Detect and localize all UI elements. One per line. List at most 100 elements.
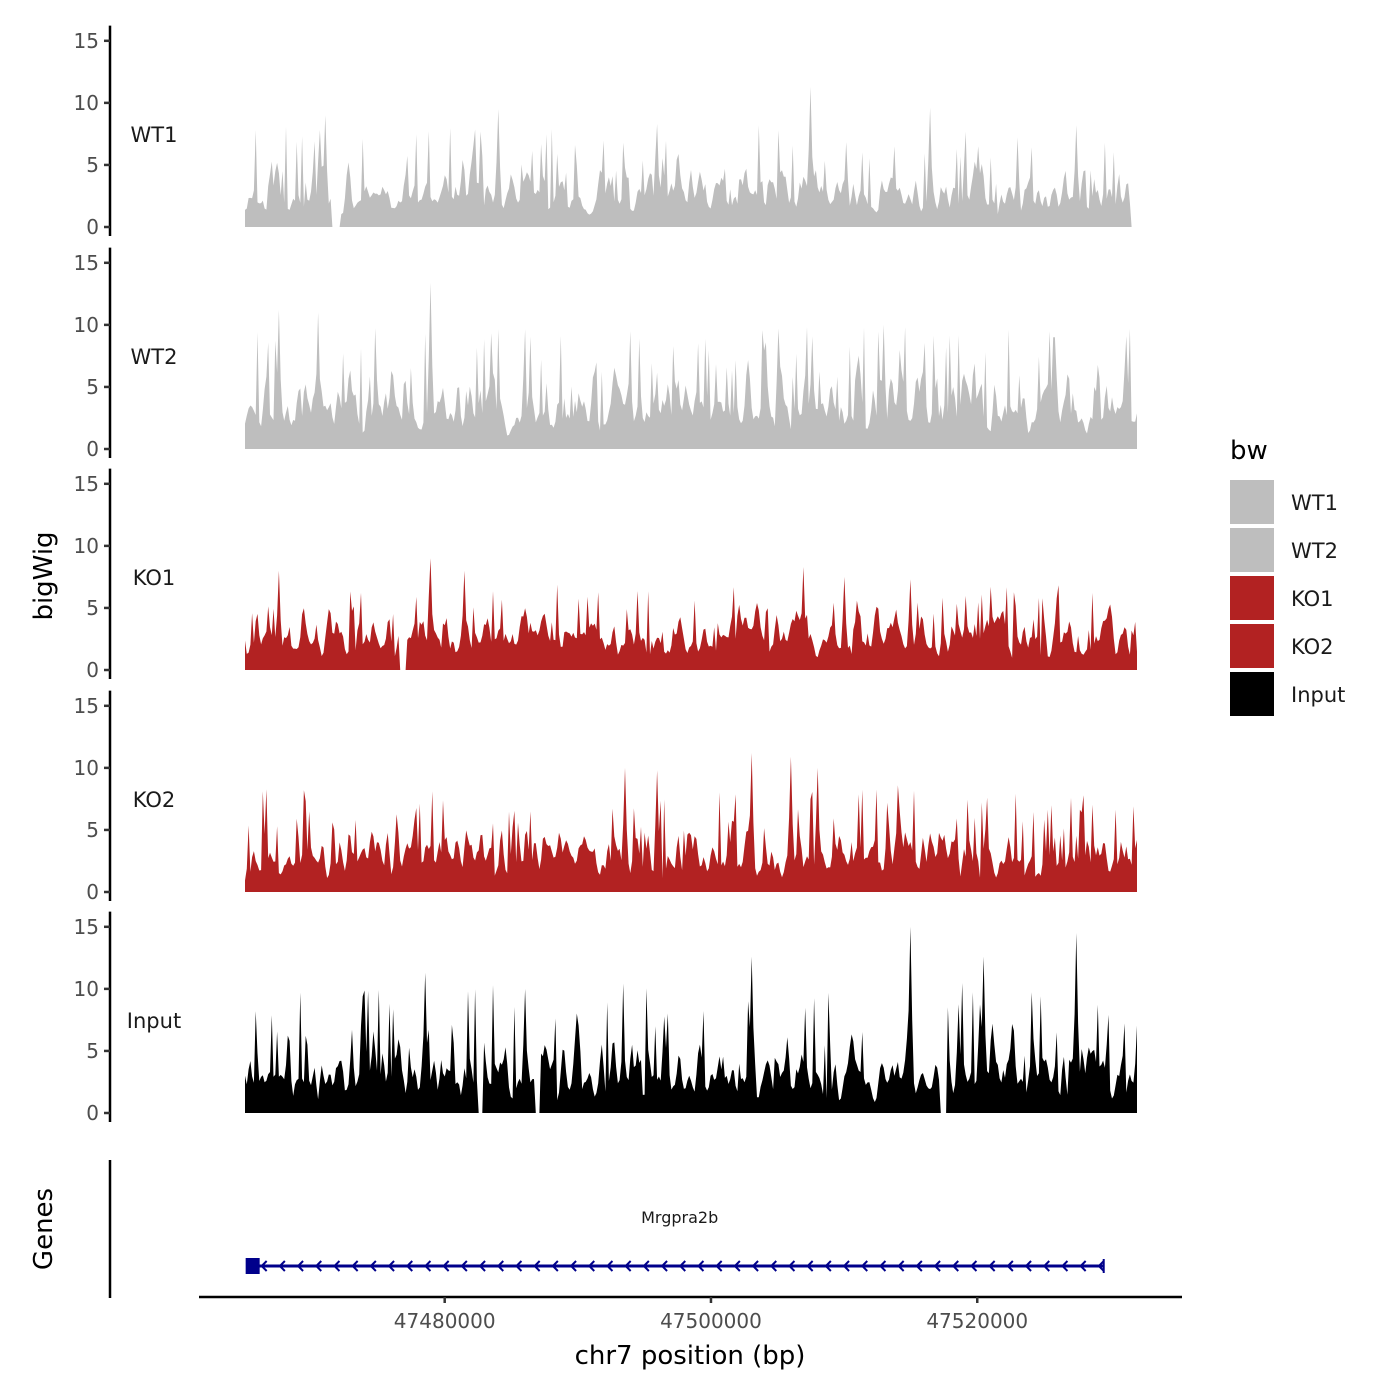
y-tick-label: 10: [74, 756, 99, 780]
legend-label: WT2: [1291, 539, 1338, 563]
legend-swatch: [1230, 480, 1274, 524]
strand-arrow: [697, 1260, 705, 1272]
y-tick-label: 15: [74, 694, 99, 718]
y-tick-label: 5: [86, 375, 99, 399]
strand-arrow: [533, 1260, 541, 1272]
tracks-layer: 0 5 10 15 WT1 0 5 10 15 WT2 0 5 10 15 KO1 0 5 10 15 KO2 0 5 10…: [74, 25, 1137, 1125]
strand-arrow: [296, 1260, 304, 1272]
strand-arrow: [314, 1260, 322, 1272]
strand-arrow: [715, 1260, 723, 1272]
strand-arrow: [842, 1260, 850, 1272]
y-tick-label: 15: [74, 472, 99, 496]
y-tick-label: 0: [86, 658, 99, 682]
gene-mrgpra2b: Mrgpra2b: [245, 1208, 1105, 1274]
x-tick-label: 47500000: [660, 1309, 762, 1333]
strand-arrow: [551, 1260, 559, 1272]
legend-label: KO2: [1291, 635, 1334, 659]
strand-arrow: [769, 1260, 777, 1272]
strand-arrow: [915, 1260, 923, 1272]
strand-arrow: [1097, 1260, 1105, 1272]
legend-swatch: [1230, 624, 1274, 668]
x-axis-title: chr7 position (bp): [575, 1341, 806, 1371]
track-label: WT1: [131, 123, 178, 147]
legend: bw WT1 WT2 KO1 KO2 Input: [1230, 436, 1345, 716]
strand-arrow: [606, 1260, 614, 1272]
signal-area: [245, 753, 1137, 892]
strand-arrow: [642, 1260, 650, 1272]
legend-title: bw: [1230, 436, 1268, 466]
y-tick-label: 15: [74, 915, 99, 939]
strand-arrow: [660, 1260, 668, 1272]
strand-arrow: [933, 1260, 941, 1272]
strand-arrow: [951, 1260, 959, 1272]
x-tick-label: 47520000: [926, 1309, 1028, 1333]
genes-axis-title: Genes: [29, 1188, 59, 1270]
y-tick-label: 5: [86, 818, 99, 842]
strand-arrow: [624, 1260, 632, 1272]
track-label: KO1: [133, 566, 176, 590]
y-tick-label: 10: [74, 91, 99, 115]
strand-arrow: [678, 1260, 686, 1272]
signal-area: [245, 282, 1137, 449]
strand-arrow: [1024, 1260, 1032, 1272]
gene-exon: [245, 1258, 260, 1274]
x-axis: 47480000 47500000 47520000: [199, 1295, 1182, 1333]
track-input: 0 5 10 15 Input: [74, 911, 1137, 1125]
signal-area: [245, 926, 1137, 1113]
strand-arrow: [733, 1260, 741, 1272]
strand-arrow: [442, 1260, 450, 1272]
strand-arrow: [351, 1260, 359, 1272]
y-axis-title: bigWig: [29, 531, 59, 620]
strand-arrow: [788, 1260, 796, 1272]
y-tick-label: 0: [86, 880, 99, 904]
strand-arrow: [424, 1260, 432, 1272]
strand-arrow: [478, 1260, 486, 1272]
strand-arrow: [824, 1260, 832, 1272]
legend-swatch: [1230, 672, 1274, 716]
x-tick-label: 47480000: [394, 1309, 496, 1333]
y-tick-label: 10: [74, 313, 99, 337]
legend-label: Input: [1291, 683, 1345, 707]
legend-swatch: [1230, 576, 1274, 620]
track-ko1: 0 5 10 15 KO1: [74, 468, 1137, 682]
strand-arrow: [260, 1260, 268, 1272]
track-wt1: 0 5 10 15 WT1: [74, 25, 1137, 239]
strand-arrow: [515, 1260, 523, 1272]
legend-swatch: [1230, 528, 1274, 572]
y-tick-label: 5: [86, 596, 99, 620]
strand-arrow: [879, 1260, 887, 1272]
strand-arrow: [806, 1260, 814, 1272]
track-label: Input: [127, 1009, 181, 1033]
strand-arrow: [278, 1260, 286, 1272]
strand-arrow: [387, 1260, 395, 1272]
strand-arrow: [1042, 1260, 1050, 1272]
strand-arrow: [333, 1260, 341, 1272]
track-label: WT2: [131, 345, 178, 369]
strand-arrow: [1061, 1260, 1069, 1272]
strand-arrow: [897, 1260, 905, 1272]
y-tick-label: 0: [86, 437, 99, 461]
legend-label: WT1: [1291, 491, 1338, 515]
track-wt2: 0 5 10 15 WT2: [74, 247, 1137, 461]
signal-area: [245, 86, 1137, 227]
strand-arrow: [460, 1260, 468, 1272]
y-tick-label: 15: [74, 251, 99, 275]
strand-arrow: [587, 1260, 595, 1272]
y-tick-label: 10: [74, 534, 99, 558]
strand-arrow: [569, 1260, 577, 1272]
y-tick-label: 0: [86, 215, 99, 239]
track-ko2: 0 5 10 15 KO2: [74, 690, 1137, 904]
strand-arrow: [496, 1260, 504, 1272]
y-tick-label: 10: [74, 977, 99, 1001]
signal-area: [245, 558, 1137, 670]
track-label: KO2: [133, 788, 176, 812]
strand-arrow: [860, 1260, 868, 1272]
strand-arrow: [970, 1260, 978, 1272]
strand-arrow: [369, 1260, 377, 1272]
strand-arrow: [1079, 1260, 1087, 1272]
strand-arrow: [405, 1260, 413, 1272]
gene-label: Mrgpra2b: [641, 1208, 718, 1227]
strand-arrow: [988, 1260, 996, 1272]
y-tick-label: 0: [86, 1101, 99, 1125]
